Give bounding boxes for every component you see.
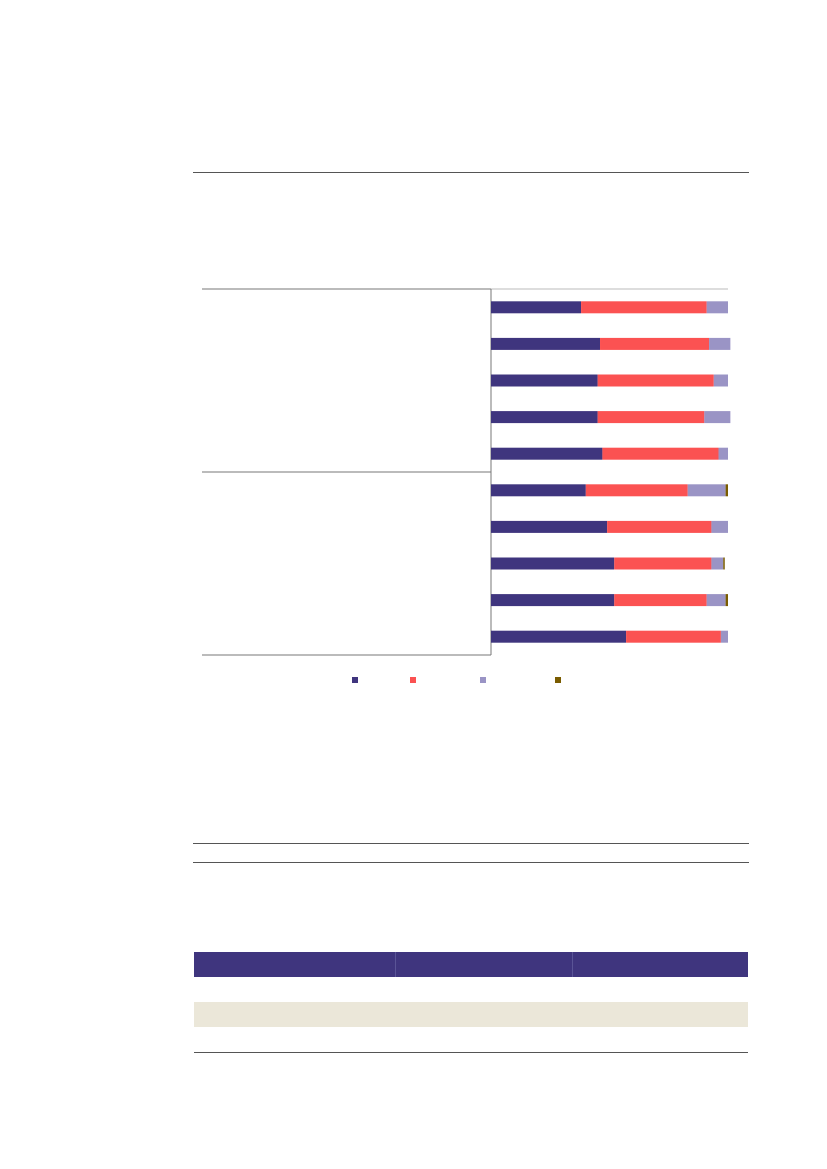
legend-swatch <box>480 677 486 683</box>
table-cell <box>395 1002 573 1027</box>
table-cell <box>396 977 572 1002</box>
table-row <box>194 1002 748 1027</box>
series-2-bar <box>581 301 707 314</box>
legend-swatch <box>352 677 358 683</box>
table-cell <box>194 1002 396 1027</box>
series-3-bar <box>711 557 724 570</box>
table-header-cell <box>194 952 396 977</box>
series-1-bar <box>491 337 601 350</box>
series-3-bar <box>720 630 728 643</box>
series-4-bar <box>723 557 725 570</box>
series-1-bar <box>491 484 586 497</box>
chart-legend <box>352 677 561 683</box>
legend-swatch <box>555 677 561 683</box>
chart-frame <box>202 288 728 656</box>
series-3-bar <box>718 447 728 460</box>
series-3-bar <box>711 520 728 533</box>
table-row <box>194 977 748 1002</box>
series-2-bar <box>597 411 705 424</box>
legend-swatch <box>410 677 416 683</box>
series-1-bar <box>491 447 603 460</box>
stacked-bar-chart <box>202 288 731 683</box>
series-2-bar <box>585 484 688 497</box>
series-1-bar <box>491 594 615 607</box>
series-1-bar <box>491 411 598 424</box>
table-cell <box>194 977 396 1002</box>
section-rule-lower <box>193 862 749 863</box>
series-3-bar <box>687 484 726 497</box>
table-cell <box>194 1027 396 1053</box>
series-2-bar <box>607 520 712 533</box>
table-cell <box>395 1027 573 1053</box>
series-2-bar <box>614 594 707 607</box>
table-row <box>194 1027 748 1053</box>
series-2-bar <box>600 337 710 350</box>
series-3-bar <box>713 374 728 387</box>
table-header-row <box>194 952 748 977</box>
table-cell <box>572 1027 748 1053</box>
series-1-bar <box>491 374 598 387</box>
series-4-bar <box>725 594 728 607</box>
series-2-bar <box>597 374 714 387</box>
table-header-cell <box>395 952 573 977</box>
series-1-bar <box>491 630 627 643</box>
series-2-bar <box>602 447 719 460</box>
section-rule-upper <box>193 843 749 844</box>
series-3-bar <box>704 411 731 424</box>
series-1-bar <box>491 557 615 570</box>
series-2-bar <box>614 557 712 570</box>
series-3-bar <box>706 301 728 314</box>
series-1-bar <box>491 301 582 314</box>
series-1-bar <box>491 520 608 533</box>
data-table <box>194 952 748 1053</box>
table-cell <box>572 1002 748 1027</box>
series-4-bar <box>725 484 728 497</box>
top-rule <box>193 172 749 173</box>
series-3-bar <box>709 337 731 350</box>
table-cell <box>572 977 748 1002</box>
series-3-bar <box>706 594 726 607</box>
series-2-bar <box>626 630 721 643</box>
table-header-cell <box>571 952 748 977</box>
chart-bars <box>491 301 731 643</box>
